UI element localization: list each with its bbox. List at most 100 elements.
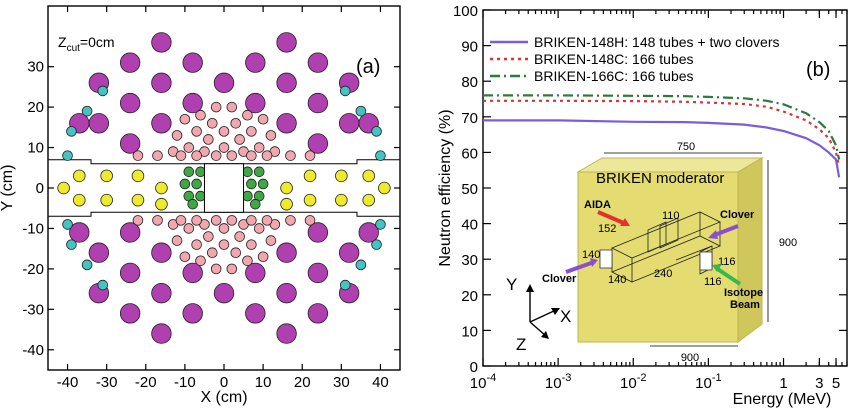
x-tick-label: 40 <box>372 374 389 391</box>
large-tube <box>276 72 297 94</box>
slab-line <box>48 211 400 217</box>
small-tube <box>253 142 265 153</box>
zcut-sub: cut <box>67 43 81 54</box>
cyan-tube <box>66 126 77 137</box>
clover-box-right <box>699 251 713 271</box>
x-tick-label: 10-1 <box>695 372 721 392</box>
panel-a-label: (a) <box>356 56 380 78</box>
dim-140-upper-label: 140 <box>582 249 600 261</box>
small-tube <box>191 239 202 250</box>
y-tick-label: 100 <box>453 3 478 20</box>
large-tube <box>151 32 172 53</box>
small-tube <box>218 126 230 137</box>
small-tube <box>261 150 273 161</box>
cyan-tube <box>375 150 386 161</box>
dim-152-label: 152 <box>598 223 616 235</box>
cyan-tube <box>355 259 367 271</box>
large-tube <box>88 113 110 134</box>
large-tube <box>119 262 141 284</box>
dim-900-depth-label: 900 <box>681 352 699 364</box>
series-line <box>483 119 841 178</box>
x-tick-label: 30 <box>333 374 350 391</box>
yellow-tube <box>155 181 168 195</box>
small-tube <box>195 255 206 267</box>
small-tube <box>246 150 257 161</box>
small-tube <box>210 263 222 275</box>
clover-left-label: Clover <box>542 273 577 285</box>
small-tube <box>210 101 222 113</box>
large-tube <box>307 92 329 114</box>
x-tick-label: -20 <box>135 374 157 391</box>
panel-a-ticks: -40 -30 -20 -10 0 10 20 30 40 -40 -30 -20 -10 0 10 20 30 <box>22 6 400 391</box>
zcut-suffix: =0cm <box>80 34 115 50</box>
large-tube <box>182 303 203 324</box>
small-tube <box>234 134 245 145</box>
small-tube <box>265 130 277 141</box>
panel-b-ylabel: Neutron efficiency (%) <box>437 109 454 266</box>
small-tube <box>265 235 277 246</box>
cyan-tube <box>81 105 93 117</box>
small-tube <box>257 113 269 125</box>
clover-tube <box>179 178 191 190</box>
small-tube <box>210 215 222 226</box>
large-tube <box>307 303 329 324</box>
dim-116-right-label: 116 <box>718 256 736 268</box>
cyan-tube <box>81 259 93 271</box>
yellow-tube <box>131 193 145 207</box>
axis-y-arrowhead <box>526 284 534 292</box>
large-tube <box>276 282 297 304</box>
small-tube <box>206 118 218 129</box>
clover-box-left <box>599 249 613 269</box>
y-tick-label: 50 <box>461 181 478 198</box>
zcut-annotation: Zcut=0cm <box>58 34 115 54</box>
large-tube <box>151 282 172 304</box>
small-tube <box>132 215 144 226</box>
x-tick-label: -40 <box>57 374 79 391</box>
y-tick-label: 0 <box>470 359 478 376</box>
y-tick-label: 10 <box>461 323 478 340</box>
clover-tube <box>253 166 265 178</box>
small-tube <box>257 251 269 263</box>
small-tube <box>285 150 296 161</box>
yellow-tube <box>100 193 113 207</box>
large-tube <box>182 92 203 114</box>
yellow-tube <box>57 181 70 195</box>
large-tube <box>151 72 172 94</box>
dim-116-lower-label: 116 <box>704 276 722 288</box>
large-tube <box>119 92 141 114</box>
cyan-tube <box>339 279 351 291</box>
small-tube <box>304 150 316 161</box>
cyan-tube <box>339 85 351 97</box>
cyan-tube <box>97 85 109 97</box>
small-tube <box>246 239 257 250</box>
moderator-side-face <box>737 157 763 343</box>
large-tube <box>119 133 141 154</box>
x-tick-label: 10 <box>255 374 272 391</box>
small-tube <box>230 247 242 258</box>
small-tube <box>261 215 273 226</box>
y-tick-label: 40 <box>461 217 478 234</box>
large-tube <box>69 222 90 243</box>
small-tube <box>242 255 253 267</box>
small-tube <box>226 101 238 113</box>
aida-label: AIDA <box>584 199 611 211</box>
small-tube <box>152 215 163 226</box>
yellow-tube <box>73 169 86 183</box>
panel-a-xlabel: X (cm) <box>200 389 247 406</box>
aida-arrowhead <box>620 218 630 226</box>
large-tube <box>245 52 266 73</box>
legend: BRIKEN-148H: 148 tubes + two clovers BRI… <box>490 34 780 84</box>
small-tube <box>242 109 253 121</box>
small-tube <box>132 150 144 161</box>
small-tube <box>179 113 191 125</box>
x-tick-label: 5 <box>832 375 840 392</box>
panel-b-xlabel: Energy (MeV) <box>733 391 832 408</box>
yellow-tube <box>335 193 348 207</box>
small-tube <box>218 223 230 234</box>
slab-line <box>48 159 400 165</box>
large-tube <box>307 133 329 154</box>
yellow-tube <box>303 193 317 207</box>
large-tube <box>307 262 329 284</box>
legend-label-166c: BRIKEN-166C: 166 tubes <box>534 68 694 84</box>
x-tick-label: 20 <box>294 374 311 391</box>
